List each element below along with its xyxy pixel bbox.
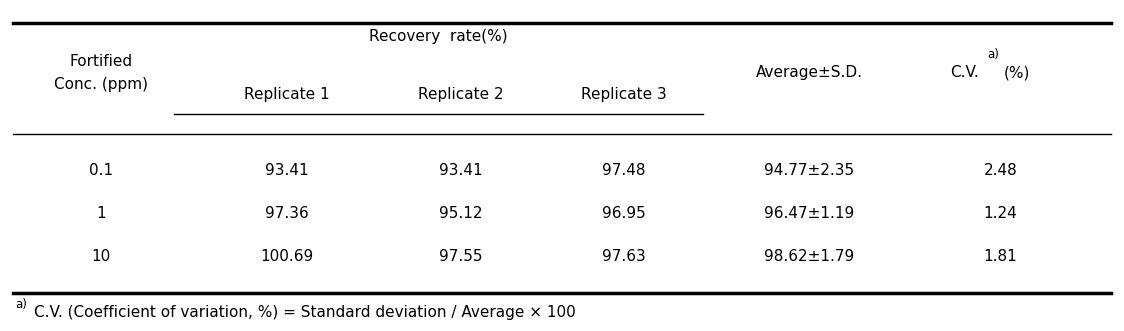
Text: 1.24: 1.24 (984, 206, 1017, 221)
Text: Replicate 2: Replicate 2 (418, 87, 504, 102)
Text: 93.41: 93.41 (439, 163, 482, 178)
Text: 10: 10 (91, 249, 111, 264)
Text: 2.48: 2.48 (984, 163, 1017, 178)
Text: 97.55: 97.55 (439, 249, 482, 264)
Text: a): a) (16, 298, 28, 311)
Text: (%): (%) (1004, 65, 1030, 80)
Text: Recovery  rate(%): Recovery rate(%) (369, 29, 508, 44)
Text: 98.62±1.79: 98.62±1.79 (764, 249, 854, 264)
Text: Average±S.D.: Average±S.D. (755, 65, 863, 80)
Text: 95.12: 95.12 (439, 206, 482, 221)
Text: 1.81: 1.81 (984, 249, 1017, 264)
Text: 97.63: 97.63 (602, 249, 645, 264)
Text: 94.77±2.35: 94.77±2.35 (764, 163, 854, 178)
Text: Fortified
Conc. (ppm): Fortified Conc. (ppm) (54, 54, 148, 92)
Text: 100.69: 100.69 (260, 249, 314, 264)
Text: a): a) (987, 48, 999, 61)
Text: 93.41: 93.41 (265, 163, 308, 178)
Text: 0.1: 0.1 (89, 163, 114, 178)
Text: 97.36: 97.36 (265, 206, 308, 221)
Text: 97.48: 97.48 (602, 163, 645, 178)
Text: Replicate 1: Replicate 1 (244, 87, 329, 102)
Text: Replicate 3: Replicate 3 (581, 87, 667, 102)
Text: 1: 1 (97, 206, 106, 221)
Text: C.V. (Coefficient of variation, %) = Standard deviation / Average × 100: C.V. (Coefficient of variation, %) = Sta… (34, 305, 575, 320)
Text: 96.95: 96.95 (602, 206, 645, 221)
Text: 96.47±1.19: 96.47±1.19 (764, 206, 854, 221)
Text: C.V.: C.V. (950, 65, 979, 80)
